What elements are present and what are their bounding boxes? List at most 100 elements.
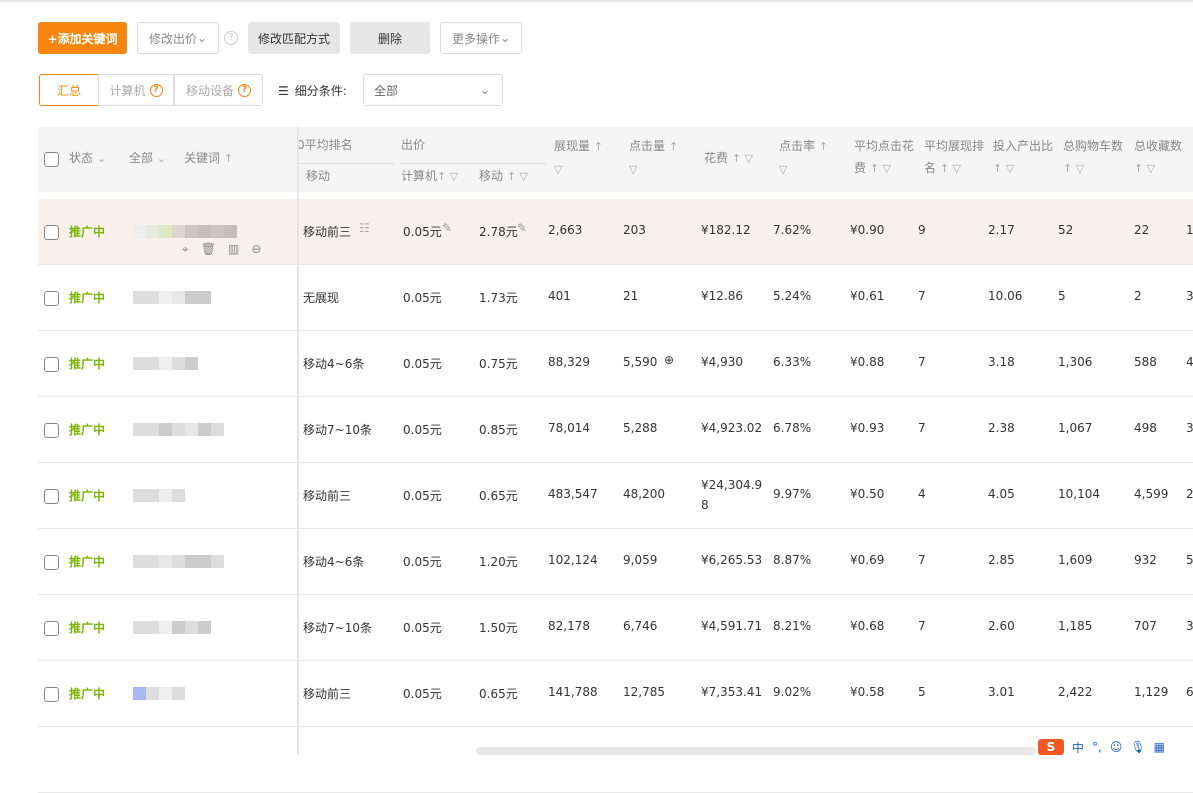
edit-pencil-icon[interactable]: ✎ (442, 221, 453, 235)
cell-fav: 498 (1134, 421, 1157, 435)
cpc-sort[interactable]: 平均点击花费 ↑ ▽ (854, 139, 915, 175)
keyword-blurred[interactable] (133, 621, 211, 634)
row-checkbox[interactable] (44, 489, 59, 504)
keyboard-icon[interactable]: ▦ (1153, 740, 1165, 754)
help-icon[interactable]: ? (224, 31, 238, 45)
help-icon[interactable]: ? (238, 83, 251, 97)
ime-toolbar[interactable]: S 中 °, ☺ 🎙 ▦ (1038, 739, 1193, 755)
table-row[interactable]: 推广中 无展现 0.05元 1.73元 401 21 ¥12.86 5.24% ¥0.61 7 10… (38, 265, 1193, 331)
cell-roi: 2.60 (988, 619, 1015, 633)
keyword-sort[interactable]: 关键词 ↑ (184, 151, 234, 165)
row-checkbox[interactable] (44, 291, 59, 306)
row-checkbox[interactable] (44, 621, 59, 636)
cell-last: 3 (1186, 289, 1193, 303)
horizontal-scrollbar[interactable] (476, 747, 1036, 755)
row-checkbox[interactable] (44, 555, 59, 570)
filter-label-text: 细分条件: (294, 84, 347, 98)
cell-cost: ¥4,930 (701, 355, 743, 369)
tab-summary[interactable]: 汇总 (39, 74, 99, 106)
keyword-blurred[interactable] (133, 357, 198, 370)
cell-cart: 10,104 (1058, 487, 1100, 501)
cell-clicks: 203 (623, 223, 646, 237)
row-checkbox[interactable] (44, 357, 59, 372)
status-label: 推广中 (69, 687, 106, 701)
clicks-sort[interactable]: 点击量 ↑ ▽ (629, 139, 679, 176)
keyword-blurred[interactable] (133, 555, 224, 568)
cell-pos: 7 (918, 619, 926, 633)
table-row[interactable]: 推广中 移动7~10条 0.05元 0.85元 78,014 5,288 ¥4,923.02… (38, 397, 1193, 463)
favorites-sort[interactable]: 总收藏数 ↑ ▽ (1134, 139, 1183, 175)
cell-last: 4 (1186, 355, 1193, 369)
cell-cart: 1,185 (1058, 619, 1093, 633)
locate-icon[interactable]: ⌖ (182, 242, 189, 256)
chart-icon[interactable]: ▥ (228, 242, 240, 256)
more-actions-dropdown[interactable]: 更多操作 ⌄ (440, 22, 522, 54)
cell-cost: ¥12.86 (701, 289, 743, 303)
cell-cart: 52 (1058, 223, 1074, 237)
cell-rank: 移动前三 (303, 489, 352, 503)
cart-sort[interactable]: 总购物车数 ↑ ▽ (1063, 139, 1124, 175)
delete-button[interactable]: 删除 (350, 22, 430, 54)
roi-sort[interactable]: 投入产出比 ↑ ▽ (993, 139, 1054, 175)
table-row[interactable]: 推广中 移动4~6条 0.05元 0.75元 88,329 5,590 ¥4,930 6.33… (38, 331, 1193, 397)
cell-pc: 0.05元 (403, 621, 442, 635)
cell-fav: 588 (1134, 355, 1157, 369)
row-checkbox[interactable] (44, 687, 59, 702)
cell-pc: 0.05元 (403, 291, 442, 305)
bid-pc-sort[interactable]: 计算机↑ ▽ (401, 169, 459, 183)
avg-rank-header: 0平均排名 (297, 138, 353, 152)
cell-imp: 401 (548, 289, 571, 303)
keyword-blurred[interactable] (133, 291, 211, 304)
edit-pencil-icon[interactable]: ✎ (517, 221, 528, 235)
modify-bid-dropdown[interactable]: 修改出价 ⌄ (137, 22, 219, 54)
bid-mobile-sort[interactable]: 移动 ↑ ▽ (479, 169, 529, 183)
cell-rank: 移动前三 (303, 687, 352, 701)
table-row[interactable]: 推广中 移动前三 0.05元 2.78元 2,663 203 ¥182.12 7.62% ¥0.… (38, 199, 1193, 265)
all-filter[interactable]: 全部 ⌄ (129, 151, 167, 165)
select-all-checkbox[interactable] (44, 152, 59, 167)
mic-icon[interactable]: 🎙 (1130, 740, 1146, 754)
avg-position-sort[interactable]: 平均展现排名 ↑ ▽ (924, 139, 985, 175)
table-row[interactable]: 推广中 移动前三 0.05元 0.65元 483,547 48,200 ¥24,304.98… (38, 463, 1193, 529)
tab-mobile[interactable]: 移动设备? (174, 74, 263, 106)
cell-pc: 0.05元 (403, 357, 442, 371)
keyword-blurred[interactable] (133, 423, 224, 436)
trash-icon[interactable]: 🗑 (200, 242, 216, 256)
rank-list-icon[interactable]: ☷ (359, 221, 370, 235)
table-row[interactable]: 推广中 移动7~10条 0.05元 1.50元 82,178 6,746 ¥4,591.71… (38, 595, 1193, 661)
cell-fav: 4,599 (1134, 487, 1169, 501)
cell-last: 2 (1186, 487, 1193, 501)
more-actions-label: 更多操作 (451, 31, 500, 46)
emoji-icon[interactable]: ☺ (1109, 740, 1123, 754)
keyword-blurred[interactable] (133, 225, 237, 238)
cell-ctr: 9.02% (773, 685, 812, 699)
keyword-blurred[interactable] (133, 687, 185, 700)
ime-lang[interactable]: 中 (1072, 740, 1085, 755)
add-keyword-button[interactable]: +添加关键词 (38, 22, 127, 54)
cell-roi: 10.06 (988, 289, 1023, 303)
segment-filter-select[interactable]: 全部 ⌄ (363, 74, 503, 106)
punctuation-icon[interactable]: °, (1092, 740, 1102, 754)
tab-computer[interactable]: 计算机? (98, 74, 174, 106)
download-icon[interactable]: ⊕ (664, 353, 675, 367)
filter-value: 全部 (374, 83, 399, 98)
cell-pos: 4 (918, 487, 926, 501)
impressions-sort[interactable]: 展现量 ↑ ▽ (554, 139, 604, 176)
row-checkbox[interactable] (44, 423, 59, 438)
keyword-blurred[interactable] (133, 489, 185, 502)
table-row[interactable]: 推广中 移动前三 0.05元 0.65元 141,788 12,785 ¥7,353.41 9… (38, 661, 1193, 727)
ctr-sort[interactable]: 点击率 ↑ ▽ (779, 139, 829, 176)
row-checkbox[interactable] (44, 225, 59, 240)
cell-rank: 移动4~6条 (303, 555, 365, 569)
more-icon[interactable]: ⊖ (251, 242, 262, 256)
cell-fav: 2 (1134, 289, 1142, 303)
modify-bid-label: 修改出价 (148, 31, 197, 46)
cost-sort[interactable]: 花费 ↑ ▽ (704, 151, 754, 165)
table-row[interactable]: 推广中 移动4~6条 0.05元 1.20元 102,124 9,059 ¥6,265.53… (38, 529, 1193, 595)
help-icon[interactable]: ? (149, 83, 163, 97)
table-row-partial (38, 727, 1193, 793)
cell-clicks: 12,785 (623, 685, 665, 699)
modify-match-button[interactable]: 修改匹配方式 (248, 22, 340, 54)
status-filter[interactable]: 状态 ⌄ (69, 151, 107, 165)
status-label: 推广中 (69, 621, 106, 635)
